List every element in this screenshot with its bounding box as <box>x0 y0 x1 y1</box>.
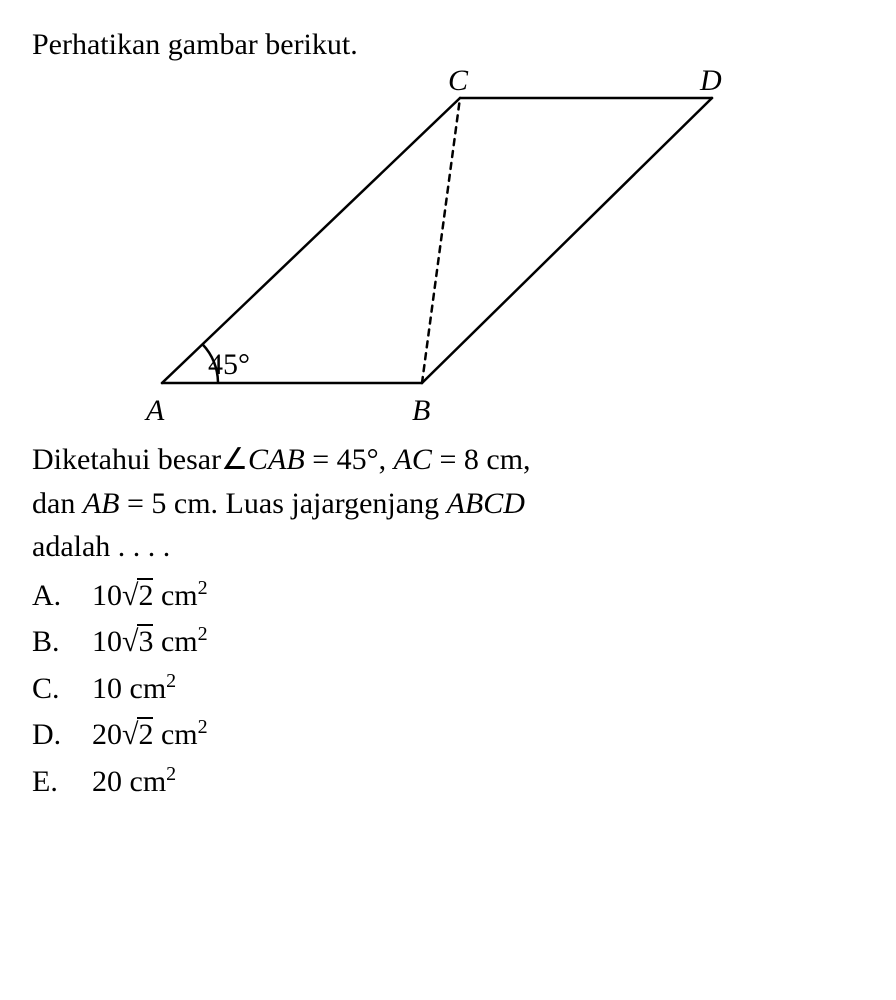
option-d-letter: D. <box>32 712 92 759</box>
option-e-value: 20 cm2 <box>92 759 176 806</box>
q-ac: AC <box>394 443 432 476</box>
option-d-root: 2 <box>138 718 153 751</box>
option-e-sup: 2 <box>166 763 176 785</box>
option-a-root: 2 <box>138 579 153 612</box>
intro-text: Perhatikan gambar berikut. <box>32 28 868 62</box>
q-abcd: ABCD <box>447 487 525 520</box>
option-c: C. 10 cm2 <box>32 666 868 713</box>
diagram-svg: A B C D 45° <box>122 68 722 428</box>
option-d-coef: 20 <box>92 718 122 751</box>
svg-text:D: D <box>699 68 722 97</box>
svg-text:A: A <box>144 394 165 427</box>
q-line2-pre: dan <box>32 487 83 520</box>
options-list: A. 10√2 cm2 B. 10√3 cm2 C. 10 cm2 D. 20√… <box>32 573 868 806</box>
option-e-letter: E. <box>32 759 92 806</box>
angle-icon: ∠ <box>221 443 248 476</box>
parallelogram-diagram: A B C D 45° <box>122 68 722 428</box>
svg-text:B: B <box>412 394 430 427</box>
option-b-sup: 2 <box>198 623 208 645</box>
q-angle-label: CAB <box>248 443 305 476</box>
option-d: D. 20√2 cm2 <box>32 712 868 759</box>
option-e: E. 20 cm2 <box>32 759 868 806</box>
sqrt-icon: √3 <box>122 619 153 666</box>
question-text: Diketahui besar∠CAB = 45°, AC = 8 cm, da… <box>32 438 868 569</box>
option-a-letter: A. <box>32 573 92 620</box>
option-b-root: 3 <box>138 625 153 658</box>
option-a-unit: cm <box>153 579 197 612</box>
option-b: B. 10√3 cm2 <box>32 619 868 666</box>
option-c-value: 10 cm2 <box>92 666 176 713</box>
q-line3: adalah . . . . <box>32 530 170 563</box>
option-c-letter: C. <box>32 666 92 713</box>
option-b-value: 10√3 cm2 <box>92 619 208 666</box>
option-a-coef: 10 <box>92 579 122 612</box>
q-eq2: = 8 cm, <box>432 443 531 476</box>
q-ab: AB <box>83 487 120 520</box>
option-a-value: 10√2 cm2 <box>92 573 208 620</box>
svg-text:45°: 45° <box>208 348 250 381</box>
option-e-unit: cm <box>122 765 166 798</box>
option-c-sup: 2 <box>166 670 176 692</box>
option-e-coef: 20 <box>92 765 122 798</box>
option-a-sup: 2 <box>198 577 208 599</box>
option-b-unit: cm <box>153 625 197 658</box>
svg-text:C: C <box>448 68 469 97</box>
sqrt-icon: √2 <box>122 573 153 620</box>
option-d-value: 20√2 cm2 <box>92 712 208 759</box>
option-b-letter: B. <box>32 619 92 666</box>
option-a: A. 10√2 cm2 <box>32 573 868 620</box>
option-b-coef: 10 <box>92 625 122 658</box>
q-eq1: = 45°, <box>305 443 394 476</box>
q-eq3: = 5 cm. Luas jajargenjang <box>119 487 446 520</box>
option-c-unit: cm <box>122 672 166 705</box>
option-d-unit: cm <box>153 718 197 751</box>
q-line1-pre: Diketahui besar <box>32 443 221 476</box>
option-c-coef: 10 <box>92 672 122 705</box>
sqrt-icon: √2 <box>122 712 153 759</box>
option-d-sup: 2 <box>198 716 208 738</box>
